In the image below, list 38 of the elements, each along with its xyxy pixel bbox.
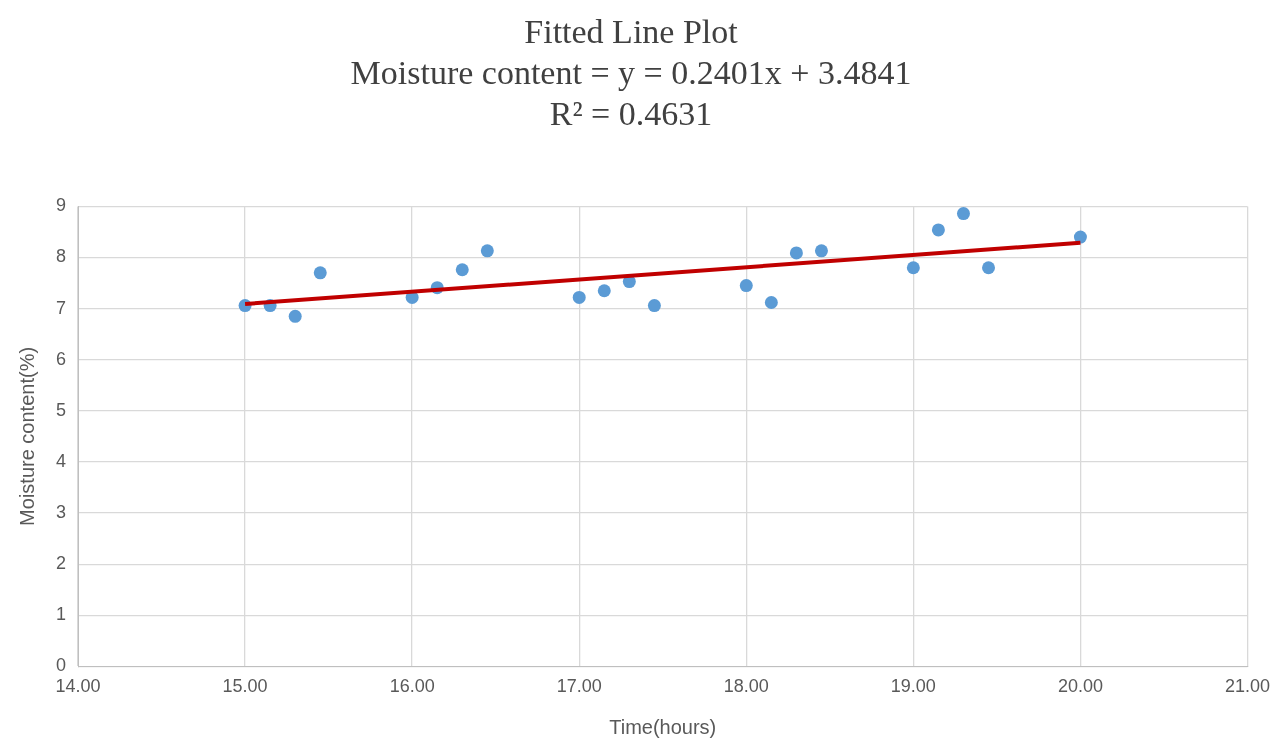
y-tick-label: 9: [56, 195, 67, 216]
point: [313, 266, 327, 280]
x-tick-label: 16.00: [389, 676, 435, 697]
x-tick-label: 21.00: [1224, 676, 1270, 697]
x-axis-title: Time(hours): [609, 715, 717, 738]
point: [982, 261, 996, 275]
y-tick-label: 5: [56, 399, 67, 420]
point: [789, 246, 803, 260]
x-tick-label: 14.00: [55, 676, 101, 697]
point: [931, 223, 945, 237]
y-tick-label: 2: [56, 553, 67, 574]
point: [906, 261, 920, 275]
y-tick-label: 7: [56, 297, 67, 318]
chart-subtitle: Moisture content = y = 0.2401x + 3.4841 R² = 0.4631: [350, 54, 912, 132]
x-tick-label: 20.00: [1057, 676, 1103, 697]
point: [956, 207, 970, 221]
chart-title: Fitted Line Plot: [524, 13, 739, 51]
x-tick-label: 17.00: [556, 676, 602, 697]
point: [455, 263, 469, 277]
point: [647, 299, 661, 313]
point: [572, 290, 586, 304]
x-tick-label: 15.00: [222, 676, 268, 697]
x-tick-label: 19.00: [890, 676, 936, 697]
point: [764, 295, 778, 309]
point: [1073, 230, 1087, 244]
y-tick-label: 3: [56, 502, 67, 523]
point: [814, 244, 828, 258]
y-tick-label: 1: [56, 604, 67, 625]
point: [597, 284, 611, 298]
y-tick-label: 4: [56, 450, 67, 471]
y-axis-title: Moisture content(%): [15, 346, 38, 526]
y-tick-label: 0: [56, 655, 67, 676]
y-tick-label: 6: [56, 348, 67, 369]
x-tick-label: 18.00: [723, 676, 769, 697]
point: [739, 279, 753, 293]
point: [288, 309, 302, 323]
point: [480, 244, 494, 258]
y-tick-label: 8: [56, 246, 67, 267]
